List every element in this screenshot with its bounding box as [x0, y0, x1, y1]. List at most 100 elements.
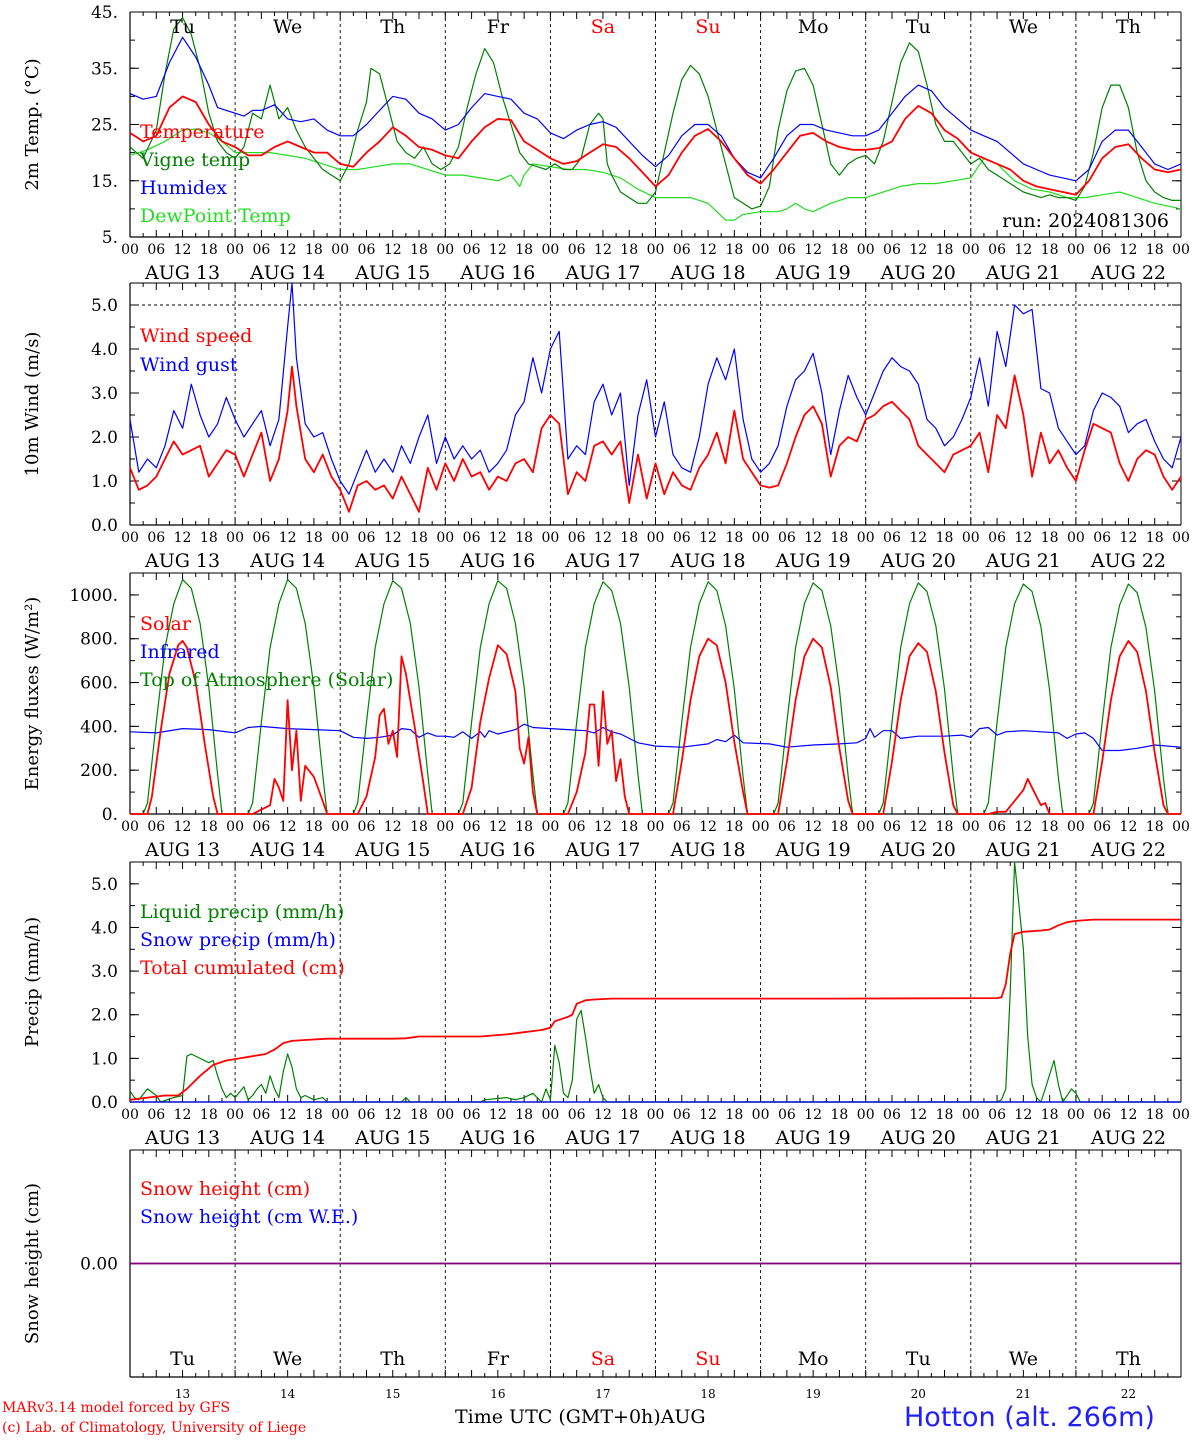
- day-number-label: 22: [1121, 1387, 1136, 1401]
- weekday-label: Su: [695, 16, 720, 38]
- hour-tick-label: 06: [252, 819, 270, 835]
- hour-tick-label: 18: [410, 242, 428, 258]
- date-label: AUG 17: [564, 550, 640, 572]
- y-tick-label: 4.0: [91, 340, 118, 360]
- y-tick-label: 0.: [102, 805, 118, 825]
- hour-tick-label: 00: [331, 1107, 349, 1123]
- day-number-label: 19: [806, 1387, 821, 1401]
- date-label: AUG 17: [564, 1127, 640, 1149]
- hour-tick-label: 00: [436, 530, 454, 546]
- hour-tick-label: 18: [725, 530, 743, 546]
- hour-tick-label: 18: [725, 242, 743, 258]
- y-tick-label: 1.0: [91, 472, 118, 492]
- y-axis-label: 2m Temp. (°C): [22, 58, 43, 190]
- date-label: AUG 14: [249, 839, 325, 861]
- series-line-total-cumulated-cm-: [129, 918, 1181, 1101]
- hour-tick-label: 12: [384, 819, 402, 835]
- date-label: AUG 20: [880, 839, 956, 861]
- legend-entry: Solar: [140, 613, 192, 635]
- date-label: AUG 19: [775, 550, 851, 572]
- hour-tick-label: 00: [541, 819, 559, 835]
- hour-tick-label: 12: [699, 1107, 717, 1123]
- hour-tick-label: 12: [489, 242, 507, 258]
- hour-tick-label: 06: [673, 1107, 691, 1123]
- hour-tick-label: 12: [699, 530, 717, 546]
- hour-tick-label: 12: [174, 530, 192, 546]
- y-tick-label: 3.0: [91, 962, 118, 982]
- hour-tick-label: 06: [883, 819, 901, 835]
- date-label: AUG 15: [354, 550, 430, 572]
- hour-tick-label: 12: [804, 242, 822, 258]
- hour-tick-label: 00: [331, 819, 349, 835]
- hour-tick-label: 06: [673, 242, 691, 258]
- panel-energy: 0. 200. 400. 600. 800. 1000. Energy fluxes (W/…: [22, 572, 1190, 861]
- y-tick-label: 5.: [102, 228, 118, 248]
- day-number-label: 13: [175, 1387, 190, 1401]
- hour-tick-label: 00: [752, 242, 770, 258]
- hour-tick-label: 06: [568, 530, 586, 546]
- hour-tick-label: 12: [804, 1107, 822, 1123]
- hour-tick-label: 06: [463, 819, 481, 835]
- hour-tick-label: 06: [883, 1107, 901, 1123]
- date-label: AUG 19: [775, 262, 851, 284]
- hour-tick-label: 18: [305, 819, 323, 835]
- hour-tick-label: 18: [1146, 530, 1164, 546]
- weekday-label: Th: [1116, 16, 1141, 38]
- hour-tick-label: 06: [673, 530, 691, 546]
- date-label: AUG 17: [564, 262, 640, 284]
- hour-tick-label: 12: [1120, 819, 1138, 835]
- hour-tick-label: 18: [1041, 242, 1059, 258]
- y-tick-label: 2.0: [91, 428, 118, 448]
- hour-tick-label: 00: [857, 1107, 875, 1123]
- y-tick-label: 5.0: [91, 296, 118, 316]
- hour-tick-label: 06: [358, 530, 376, 546]
- hour-tick-label: 06: [463, 242, 481, 258]
- hour-tick-label: 06: [988, 1107, 1006, 1123]
- hour-tick-label: 00: [962, 819, 980, 835]
- hour-tick-label: 18: [305, 242, 323, 258]
- hour-tick-label: 18: [410, 530, 428, 546]
- hour-tick-label: 12: [174, 242, 192, 258]
- hour-tick-label: 12: [804, 530, 822, 546]
- hour-tick-label: 12: [279, 1107, 297, 1123]
- hour-tick-label: 12: [1014, 819, 1032, 835]
- series-line-temperature: [129, 95, 1182, 196]
- y-tick-label: 200.: [80, 761, 118, 781]
- legend-entry: Wind speed: [140, 325, 252, 347]
- date-label: AUG 18: [669, 839, 745, 861]
- date-label: AUG 15: [354, 839, 430, 861]
- hour-tick-label: 18: [936, 242, 954, 258]
- date-label: AUG 14: [249, 550, 325, 572]
- legend-entry: Infrared: [140, 641, 220, 663]
- hour-tick-label: 00: [541, 530, 559, 546]
- hour-tick-label: 12: [909, 819, 927, 835]
- hour-tick-label: 06: [778, 242, 796, 258]
- hour-tick-label: 12: [594, 242, 612, 258]
- hour-tick-label: 06: [252, 530, 270, 546]
- hour-tick-label: 06: [568, 1107, 586, 1123]
- weekday-label: Tu: [170, 16, 195, 38]
- y-tick-label: 400.: [80, 717, 118, 737]
- hour-tick-label: 18: [200, 530, 218, 546]
- hour-tick-label: 06: [358, 242, 376, 258]
- day-number-label: 15: [385, 1387, 400, 1401]
- hour-tick-label: 00: [436, 1107, 454, 1123]
- weekday-label: Su: [695, 1348, 720, 1370]
- series-line-solar: [130, 637, 1181, 815]
- hour-tick-label: 18: [1146, 242, 1164, 258]
- hour-tick-label: 06: [778, 530, 796, 546]
- station-label: Hotton (alt. 266m): [904, 1402, 1155, 1433]
- hour-tick-label: 00: [331, 530, 349, 546]
- y-tick-label: 1.0: [91, 1049, 118, 1069]
- hour-tick-label: 06: [988, 530, 1006, 546]
- hour-tick-label: 06: [463, 530, 481, 546]
- hour-tick-label: 18: [200, 242, 218, 258]
- date-label: AUG 17: [564, 839, 640, 861]
- hour-tick-label: 06: [1093, 530, 1111, 546]
- legend-entry: Humidex: [140, 177, 227, 199]
- weekday-label: Mo: [798, 1348, 829, 1370]
- run-label: run: 2024081306: [1002, 210, 1169, 232]
- hour-tick-label: 00: [647, 530, 665, 546]
- legend-entry: DewPoint Temp: [140, 205, 291, 227]
- date-label: AUG 13: [144, 1127, 220, 1149]
